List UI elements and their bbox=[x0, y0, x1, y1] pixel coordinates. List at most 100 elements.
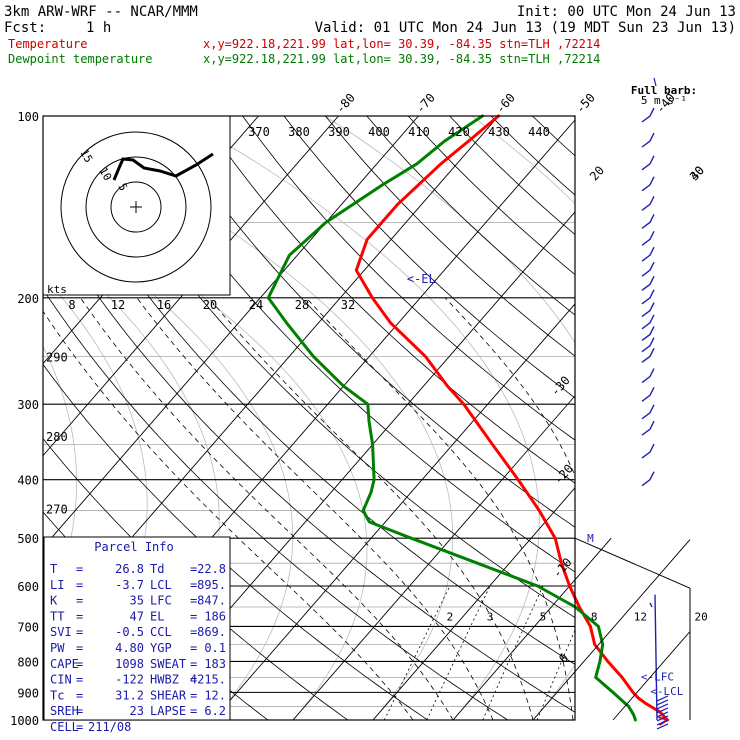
speed-tick-label: 12 bbox=[111, 298, 125, 312]
barb-legend-title: Full barb: bbox=[631, 84, 697, 97]
dry-adiabat-line bbox=[43, 288, 509, 720]
series-layer: <-EL <-LFC <-LCL M bbox=[266, 114, 684, 726]
hodograph-ring bbox=[60, 131, 212, 283]
parcel-param-name: SVI bbox=[50, 625, 72, 639]
lcl-annotation: <-LCL bbox=[650, 685, 683, 698]
wind-barb-tick bbox=[656, 719, 669, 726]
parcel-param-name: CAPE bbox=[50, 657, 79, 671]
wind-barb bbox=[641, 326, 655, 342]
dry-adiabat-line bbox=[242, 116, 575, 441]
moist-adiabat-line bbox=[627, 298, 669, 720]
parcel-param-equals: = bbox=[190, 609, 197, 623]
parcel-param-value: 183 bbox=[204, 657, 226, 671]
parcel-param-equals: = bbox=[76, 562, 83, 576]
theta-tick-label: 430 bbox=[488, 125, 510, 139]
isotherm-tick-label: -20 bbox=[551, 462, 576, 487]
wind-barb bbox=[641, 214, 655, 229]
mixing-ratio-line bbox=[383, 585, 451, 720]
parcel-param-value: 0.1 bbox=[204, 641, 226, 655]
moist-adiabat-line bbox=[693, 298, 740, 720]
wind-barb bbox=[641, 246, 655, 262]
parcel-param-value: 895. bbox=[197, 578, 226, 592]
parcel-param-name: LAPSE bbox=[150, 704, 186, 718]
wind-barb bbox=[641, 368, 655, 384]
parcel-param-equals: = bbox=[76, 641, 83, 655]
parcel-cell-value: 211/08 bbox=[88, 720, 131, 734]
pressure-tick-label: 600 bbox=[17, 580, 39, 594]
parcel-param-value: 31.2 bbox=[115, 688, 144, 702]
isotherm-line bbox=[372, 487, 575, 720]
isotherm-tick-label: 40 bbox=[687, 163, 707, 183]
parcel-param-value: 1098 bbox=[115, 657, 144, 671]
parcel-param-name: SREH bbox=[50, 704, 79, 718]
dry-adiabat-line bbox=[43, 129, 575, 665]
dry-adiabat-line bbox=[615, 116, 740, 720]
dry-adiabat-line bbox=[200, 116, 575, 484]
parcel-param-equals: = bbox=[190, 578, 197, 592]
mixing-ratio-label: 5 bbox=[540, 610, 547, 623]
wind-barb bbox=[641, 337, 655, 353]
isotherm-extension-line bbox=[574, 537, 612, 581]
parcel-param-name: TT bbox=[50, 609, 64, 623]
parcel-param-equals: = bbox=[76, 609, 83, 623]
mixing-ratio-line bbox=[482, 585, 544, 720]
temperature-profile-line bbox=[354, 114, 669, 722]
parcel-param-equals: = bbox=[190, 688, 197, 702]
dry-adiabat-line bbox=[657, 116, 740, 720]
dewpoint-legend: Dewpoint temperature bbox=[8, 52, 153, 66]
parcel-param-value: 6.2 bbox=[204, 704, 226, 718]
pressure-tick-label: 1000 bbox=[10, 714, 39, 728]
dewpoint-profile-line bbox=[266, 114, 637, 722]
dry-adiabat-line bbox=[490, 116, 575, 196]
parcel-info-title: Parcel Info bbox=[94, 540, 173, 554]
moist-adiabat-line bbox=[733, 298, 740, 720]
isotherm-line bbox=[43, 116, 419, 548]
moist-adiabat-line bbox=[43, 310, 414, 720]
parcel-param-equals: = bbox=[76, 688, 83, 702]
theta-side-label: 280 bbox=[46, 430, 68, 444]
isotherm-tick-label: -30 bbox=[548, 373, 573, 398]
wind-barb-tick bbox=[656, 723, 669, 730]
lfc-annotation: <-LFC bbox=[641, 670, 674, 683]
parcel-param-name: K bbox=[50, 594, 58, 608]
parcel-param-value: 4.80 bbox=[115, 641, 144, 655]
theta-tick-label: 390 bbox=[328, 125, 350, 139]
parcel-param-name: LCL bbox=[150, 578, 172, 592]
theta-tick-label: 370 bbox=[248, 125, 270, 139]
temperature-location-info: x,y=922.18,221.99 lat,lon= 30.39, -84.35… bbox=[203, 37, 600, 51]
isotherm-tick-label: 0 bbox=[556, 651, 571, 666]
mixing-ratio-line bbox=[426, 585, 491, 720]
parcel-param-equals: = bbox=[190, 625, 197, 639]
dry-adiabat-line bbox=[698, 116, 740, 720]
parcel-param-name: LI bbox=[50, 578, 64, 592]
wind-barb-tick bbox=[656, 699, 669, 706]
pressure-tick-label: 400 bbox=[17, 474, 39, 488]
wind-barb bbox=[641, 107, 655, 123]
dry-adiabat-line bbox=[43, 211, 575, 713]
wind-barb bbox=[641, 195, 655, 211]
theta-e-line bbox=[178, 116, 540, 720]
wind-barb bbox=[641, 276, 655, 291]
wind-barb-tick bbox=[656, 715, 669, 722]
theta-e-line bbox=[0, 116, 8, 720]
theta-tick-label: 380 bbox=[288, 125, 310, 139]
isotherm-tick-label: -60 bbox=[493, 91, 518, 116]
hodograph-ring bbox=[110, 181, 162, 233]
isotherm-tick-label: -50 bbox=[573, 91, 598, 116]
wind-barb bbox=[641, 155, 655, 171]
speed-tick-label: 24 bbox=[249, 298, 263, 312]
parcel-param-equals: = bbox=[190, 673, 197, 687]
valid-time: Valid: 01 UTC Mon 24 Jun 13 (19 MDT Sun … bbox=[315, 20, 736, 36]
parcel-param-name: T bbox=[50, 562, 57, 576]
parcel-param-name: Td bbox=[150, 562, 164, 576]
parcel-param-value: -0.5 bbox=[115, 625, 144, 639]
plot-frame bbox=[42, 115, 576, 721]
wind-barb bbox=[641, 348, 655, 363]
parcel-param-value: 22.8 bbox=[197, 562, 226, 576]
mixing-ratio-line bbox=[536, 629, 575, 720]
forecast-hour: 1 h bbox=[86, 20, 111, 36]
parcel-param-equals: = bbox=[190, 562, 197, 576]
pressure-tick-label: 200 bbox=[17, 292, 39, 306]
